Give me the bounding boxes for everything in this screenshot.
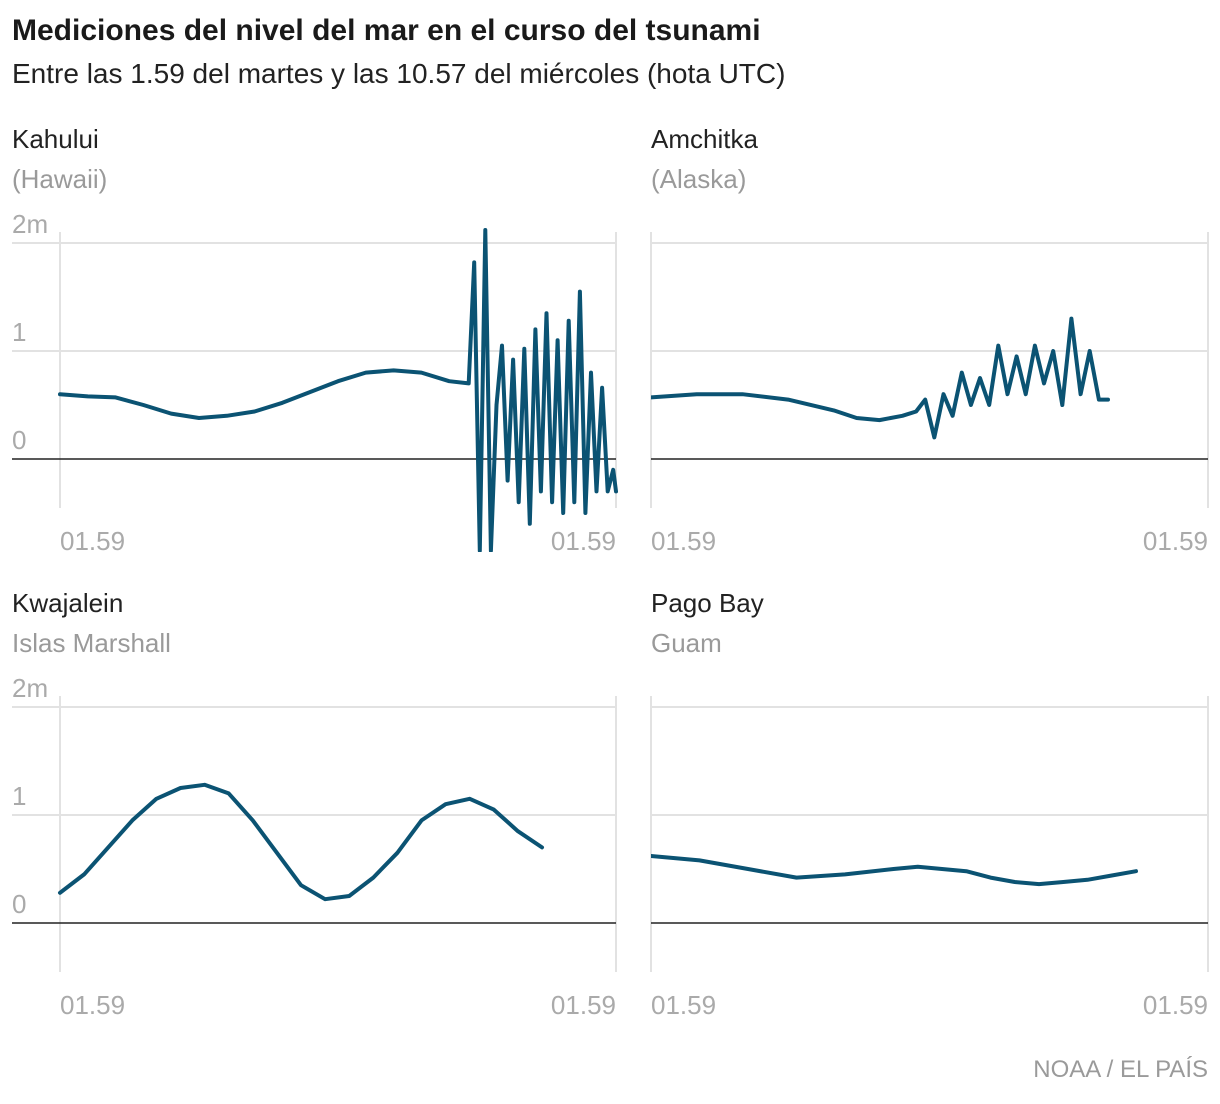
y-tick-label-2-kwajalein: 2m [12,673,48,703]
y-tick-label-0-kwajalein: 0 [12,889,26,919]
chart-title: Mediciones del nivel del mar en el curso… [12,14,761,47]
source-credit: NOAA / EL PAÍS [1033,1056,1208,1083]
x-tick-label-end-pago-bay: 01.59 [1143,990,1208,1020]
panel-subtitle-marshall: Islas Marshall [12,628,171,658]
chart-subtitle: Entre las 1.59 del martes y las 10.57 de… [12,58,786,89]
panel-subtitle-guam: Guam [651,628,722,658]
panel-title-pago-bay: Pago Bay [651,588,764,618]
y-tick-label-1-kahului: 1 [12,317,26,347]
y-tick-label-1-kwajalein: 1 [12,781,26,811]
sea-level-line-kahului [58,228,618,552]
sea-level-line-pago-bay [651,854,1138,887]
x-tick-label-start-amchitka: 01.59 [651,526,716,556]
x-tick-label-end-kahului: 01.59 [551,526,616,556]
y-tick-label-0-kahului: 0 [12,425,26,455]
sea-level-line-kwajalein [58,782,544,902]
panel-title-kahului: Kahului [12,124,99,154]
x-tick-label-end-amchitka: 01.59 [1143,526,1208,556]
x-tick-label-start-kahului: 01.59 [60,526,125,556]
x-tick-label-end-kwajalein: 01.59 [551,990,616,1020]
sea-level-line-amchitka [651,316,1110,440]
panel-title-kwajalein: Kwajalein [12,588,124,618]
panel-title-amchitka: Amchitka [651,124,758,154]
panel-subtitle-alaska: (Alaska) [651,164,747,194]
x-tick-label-start-kwajalein: 01.59 [60,990,125,1020]
y-tick-label-2-kahului: 2m [12,209,48,239]
x-tick-label-start-pago-bay: 01.59 [651,990,716,1020]
panel-subtitle-hawaii: (Hawaii) [12,164,108,194]
